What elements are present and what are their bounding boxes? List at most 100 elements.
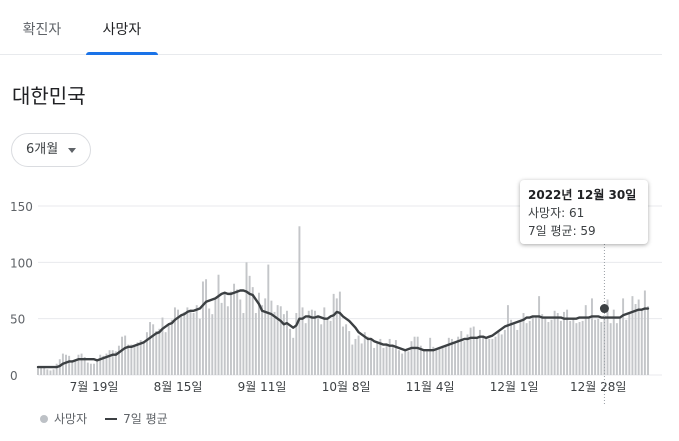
bar: [547, 322, 550, 375]
bar: [587, 316, 590, 375]
bar: [317, 317, 320, 375]
bar: [506, 305, 509, 375]
tab-bar: 확진자 사망자: [0, 0, 662, 55]
bar: [612, 309, 615, 375]
avg-line-path: [36, 289, 650, 369]
bar: [391, 346, 394, 375]
bar: [220, 302, 223, 375]
bar: [155, 331, 158, 375]
bar: [142, 341, 145, 375]
y-tick-label: 100: [10, 256, 33, 270]
bar: [83, 356, 86, 375]
bar: [609, 323, 612, 375]
bar: [338, 291, 341, 375]
bar: [619, 318, 621, 375]
deaths-chart[interactable]: 0 50 100 150 7월 19일 8월 15일 9월 11일 10월 8일 11월 4일…: [0, 180, 679, 410]
bar: [457, 336, 460, 375]
bar: [37, 368, 39, 375]
bar: [49, 370, 52, 375]
bar: [488, 338, 491, 375]
x-tick-label: 10월 8일: [322, 380, 371, 394]
bar: [264, 298, 267, 375]
bar: [460, 331, 463, 375]
bar: [301, 307, 304, 375]
bar: [276, 305, 279, 375]
bar: [248, 275, 251, 375]
bar: [531, 316, 534, 375]
bar: [351, 344, 354, 375]
bar: [426, 351, 428, 375]
bar: [105, 353, 108, 375]
bar: [401, 353, 404, 375]
bar: [208, 308, 211, 375]
bar: [195, 305, 198, 375]
bar: [108, 350, 111, 375]
x-tick-label: 12월 28일: [570, 380, 626, 394]
legend-dot-icon: [40, 414, 48, 423]
bar: [394, 340, 397, 375]
bar: [538, 296, 541, 375]
bar: [603, 315, 606, 375]
bar: [270, 300, 273, 375]
bar: [242, 313, 245, 375]
bar: [292, 337, 295, 375]
bar: [385, 343, 388, 375]
bar: [332, 293, 335, 375]
period-dropdown[interactable]: 6개월: [11, 133, 92, 167]
bar: [615, 323, 618, 375]
bar: [432, 346, 435, 375]
bar: [226, 306, 229, 375]
bar: [158, 328, 161, 375]
bar: [544, 317, 547, 375]
bar: [370, 338, 372, 375]
bar: [323, 307, 326, 375]
bar: [229, 291, 232, 375]
tab-confirmed[interactable]: 확진자: [22, 22, 62, 38]
bar: [494, 336, 497, 375]
bar: [152, 324, 155, 375]
bar: [164, 332, 167, 375]
bar: [86, 362, 89, 375]
bar: [145, 332, 148, 375]
bar: [254, 313, 257, 375]
bar: [559, 320, 562, 375]
bar: [279, 306, 282, 375]
bar: [304, 323, 307, 375]
bar: [376, 343, 379, 375]
bar: [170, 319, 173, 375]
bar: [594, 319, 597, 375]
x-tick-label: 11월 4일: [406, 380, 455, 394]
caret-down-icon: [68, 147, 77, 153]
x-tick-label: 9월 11일: [238, 380, 287, 394]
bar: [447, 337, 450, 375]
bar: [600, 322, 603, 375]
bar: [357, 335, 360, 375]
bar: [189, 310, 192, 375]
bar: [572, 318, 575, 375]
bar: [77, 354, 80, 375]
bar: [450, 338, 453, 375]
bar: [295, 313, 298, 375]
bar: [121, 336, 123, 375]
bar: [566, 309, 569, 375]
bar: [186, 307, 189, 375]
bar: [382, 347, 385, 375]
bar: [173, 307, 176, 375]
bar: [96, 361, 99, 375]
bar: [80, 353, 83, 375]
bar: [40, 365, 43, 375]
bar: [522, 313, 525, 375]
bar: [472, 326, 475, 375]
bar: [550, 319, 553, 375]
x-tick-label: 7월 19일: [70, 380, 119, 394]
bar: [625, 319, 628, 375]
bar: [180, 315, 183, 375]
bar: [335, 298, 338, 375]
bar: [534, 317, 537, 375]
tab-deaths[interactable]: 사망자: [86, 0, 158, 55]
bar: [519, 320, 522, 375]
legend: 사망자 7일 평균: [40, 410, 168, 427]
bar: [65, 354, 67, 375]
bar: [463, 341, 466, 375]
bar: [89, 363, 92, 375]
